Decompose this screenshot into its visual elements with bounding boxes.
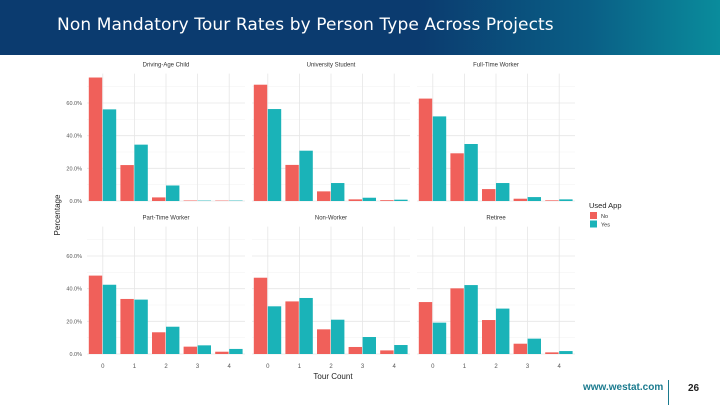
- bar-yes: [496, 183, 510, 201]
- panel-title: Retiree: [486, 216, 506, 222]
- y-tick-label: 0.0%: [69, 199, 82, 205]
- bar-yes: [299, 150, 313, 201]
- x-tick-label: 3: [526, 364, 530, 370]
- x-tick-label: 2: [164, 364, 168, 370]
- y-tick-label: 20.0%: [66, 166, 82, 172]
- y-tick-label: 60.0%: [66, 254, 82, 260]
- x-tick-label: 0: [266, 364, 270, 370]
- bar-yes: [559, 351, 573, 354]
- panel-title: University Student: [307, 63, 356, 69]
- x-tick-label: 2: [329, 364, 333, 370]
- bar-no: [317, 191, 331, 201]
- footer-url: www.westat.com: [583, 382, 664, 393]
- bar-yes: [464, 143, 478, 201]
- x-tick-label: 4: [558, 364, 562, 370]
- bar-no: [348, 199, 362, 201]
- bar-yes: [394, 199, 408, 201]
- bar-yes: [267, 109, 282, 201]
- bar-yes: [362, 337, 376, 354]
- bar-no: [513, 343, 527, 354]
- bar-yes: [464, 285, 478, 354]
- x-tick-label: 0: [431, 364, 435, 370]
- bar-no: [285, 301, 299, 354]
- bar-no: [120, 165, 134, 201]
- bar-yes: [166, 326, 180, 354]
- bar-no: [88, 275, 103, 354]
- bar-no: [482, 320, 496, 354]
- x-tick-label: 1: [463, 364, 467, 370]
- bar-no: [545, 200, 559, 201]
- legend-swatch-yes: [590, 220, 597, 228]
- bar-no: [88, 77, 103, 201]
- bar-no: [482, 189, 496, 201]
- bar-yes: [331, 319, 345, 354]
- bar-no: [450, 288, 464, 354]
- y-tick-label: 0.0%: [69, 352, 82, 358]
- slide-title: Non Mandatory Tour Rates by Person Type …: [57, 15, 554, 35]
- x-tick-label: 3: [196, 364, 200, 370]
- legend-title: Used App: [589, 201, 622, 210]
- bar-no: [450, 153, 464, 201]
- y-tick-label: 40.0%: [66, 134, 82, 140]
- bar-yes: [559, 199, 573, 201]
- bar-no: [152, 197, 166, 201]
- bar-no: [215, 351, 229, 354]
- legend-label-no: No: [601, 214, 608, 220]
- slide-header: Non Mandatory Tour Rates by Person Type …: [0, 0, 720, 55]
- bar-yes: [229, 348, 243, 354]
- x-tick-label: 0: [101, 364, 105, 370]
- bar-yes: [496, 308, 510, 354]
- y-tick-label: 40.0%: [66, 287, 82, 293]
- bar-no: [513, 198, 527, 201]
- x-tick-label: 1: [133, 364, 137, 370]
- bar-no: [253, 277, 268, 354]
- legend-label-yes: Yes: [601, 223, 610, 229]
- bar-yes: [102, 109, 117, 201]
- y-tick-label: 60.0%: [66, 101, 82, 107]
- panel-title: Driving-Age Child: [143, 63, 190, 69]
- page-number: 26: [688, 383, 700, 394]
- bar-yes: [394, 345, 408, 354]
- bar-yes: [362, 197, 376, 201]
- footer-divider: [668, 380, 669, 405]
- x-tick-label: 4: [228, 364, 232, 370]
- bar-yes: [267, 306, 282, 354]
- x-tick-label: 2: [494, 364, 498, 370]
- bar-no: [545, 352, 559, 354]
- panel-title: Non-Worker: [315, 216, 347, 222]
- bar-no: [120, 298, 134, 354]
- panel-title: Full-Time Worker: [473, 63, 519, 69]
- bar-yes: [527, 338, 541, 354]
- bar-yes: [197, 345, 211, 354]
- bar-no: [380, 350, 394, 354]
- bar-no: [348, 346, 362, 354]
- bar-yes: [432, 116, 447, 201]
- x-tick-label: 4: [393, 364, 397, 370]
- y-tick-label: 20.0%: [66, 319, 82, 325]
- bar-no: [285, 164, 299, 201]
- bar-no: [317, 329, 331, 354]
- x-tick-label: 3: [361, 364, 365, 370]
- bar-yes: [527, 197, 541, 201]
- bar-yes: [102, 284, 117, 354]
- bar-yes: [166, 185, 180, 201]
- legend-swatch-no: [590, 212, 597, 219]
- bar-yes: [134, 144, 148, 201]
- bar-yes: [432, 322, 447, 354]
- bar-no: [418, 98, 433, 201]
- bar-no: [152, 332, 166, 354]
- y-axis-label: Percentage: [53, 194, 62, 235]
- x-axis-label: Tour Count: [313, 372, 353, 381]
- bar-yes: [299, 297, 313, 354]
- panel-title: Part-Time Worker: [142, 216, 189, 222]
- bar-no: [380, 200, 394, 201]
- bar-no: [418, 302, 433, 354]
- bar-no: [253, 84, 268, 201]
- bar-yes: [134, 299, 148, 354]
- bar-yes: [331, 183, 345, 201]
- x-tick-label: 1: [298, 364, 302, 370]
- bar-no: [183, 346, 197, 354]
